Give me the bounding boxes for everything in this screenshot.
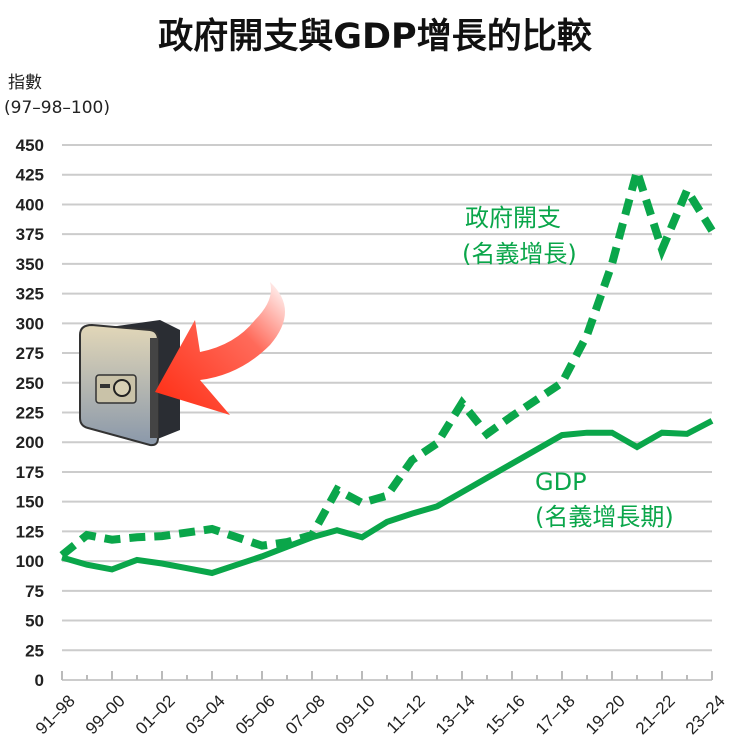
x-tick-label: 23–24 xyxy=(682,691,729,738)
y-tick-label: 425 xyxy=(16,166,44,185)
y-tick-label: 300 xyxy=(16,314,44,333)
y-axis-label-line2: (97–98–100) xyxy=(4,98,110,118)
safe-icon xyxy=(79,320,180,447)
y-tick-label: 0 xyxy=(35,671,44,690)
y-tick-label: 400 xyxy=(16,195,44,214)
y-tick-label: 450 xyxy=(16,136,44,155)
x-tick-label: 15–16 xyxy=(482,691,529,738)
x-tick-label: 17–18 xyxy=(532,691,579,738)
y-tick-label: 175 xyxy=(16,463,44,482)
x-tick-label: 99–00 xyxy=(82,691,129,738)
red-arrow-icon xyxy=(155,282,285,415)
y-tick-label: 200 xyxy=(16,433,44,452)
series-label-spending-line2: (名義增長) xyxy=(462,240,577,268)
series-label-gdp-line1: GDP xyxy=(535,468,587,496)
y-tick-label: 150 xyxy=(16,493,44,512)
y-tick-label: 50 xyxy=(25,612,44,631)
y-tick-label: 325 xyxy=(16,285,44,304)
x-tick-label: 19–20 xyxy=(582,691,629,738)
series-line-gdp xyxy=(61,418,714,577)
y-tick-label: 350 xyxy=(16,255,44,274)
x-tick-label: 21–22 xyxy=(632,691,679,738)
y-axis-label-line1: 指數 xyxy=(8,73,42,93)
x-tick-label: 91–98 xyxy=(32,691,79,738)
x-tick-label: 01–02 xyxy=(132,691,179,738)
y-tick-label: 125 xyxy=(16,522,44,541)
y-tick-label: 375 xyxy=(16,225,44,244)
series-label-spending-line1: 政府開支 xyxy=(465,204,561,232)
y-tick-label: 25 xyxy=(25,641,44,660)
y-tick-label: 250 xyxy=(16,374,44,393)
y-tick-label: 100 xyxy=(16,552,44,571)
series-label-gdp-line2: (名義增長期) xyxy=(535,503,674,531)
y-tick-label: 225 xyxy=(16,404,44,423)
x-tick-label: 13–14 xyxy=(432,691,479,738)
x-tick-label: 05–06 xyxy=(232,691,279,738)
y-tick-label: 275 xyxy=(16,344,44,363)
x-tick-label: 07–08 xyxy=(282,691,329,738)
x-tick-label: 03–04 xyxy=(182,691,229,738)
x-tick-label: 11–12 xyxy=(383,691,429,737)
y-tick-label: 75 xyxy=(25,582,44,601)
chart-title: 政府開支與GDP增長的比較 xyxy=(158,16,592,57)
x-tick-label: 09–10 xyxy=(332,691,379,738)
